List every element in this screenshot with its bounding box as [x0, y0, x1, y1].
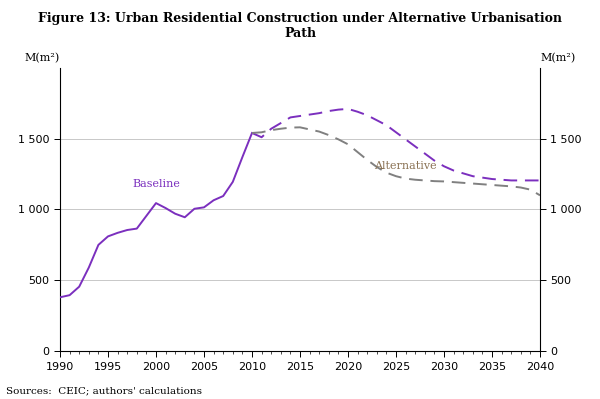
Text: M(m²): M(m²) [541, 53, 576, 63]
Text: Figure 13: Urban Residential Construction under Alternative Urbanisation
Path: Figure 13: Urban Residential Constructio… [38, 12, 562, 40]
Text: M(m²): M(m²) [24, 53, 59, 63]
Text: Baseline: Baseline [132, 179, 180, 189]
Text: Alternative: Alternative [374, 160, 437, 170]
Text: Sources:  CEIC; authors' calculations: Sources: CEIC; authors' calculations [6, 386, 202, 395]
